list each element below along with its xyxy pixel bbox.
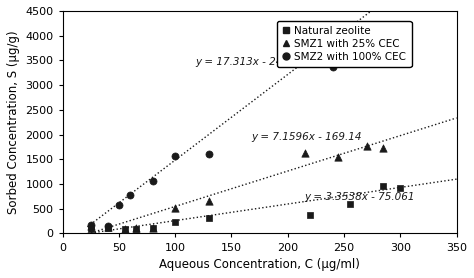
Point	[301, 151, 309, 156]
Point	[301, 33, 309, 38]
Point	[121, 226, 128, 231]
Point	[363, 144, 370, 149]
Point	[115, 203, 123, 207]
Point	[335, 155, 342, 160]
Point	[104, 223, 111, 228]
Point	[172, 206, 179, 210]
Text: y = 7.1596x - 169.14: y = 7.1596x - 169.14	[252, 131, 362, 142]
Point	[329, 64, 337, 69]
Point	[307, 213, 314, 217]
Point	[396, 186, 404, 191]
Point	[205, 152, 213, 157]
Point	[87, 223, 95, 228]
Point	[87, 223, 95, 227]
Point	[380, 146, 387, 150]
Point	[104, 224, 111, 229]
Point	[172, 154, 179, 158]
Point	[205, 216, 213, 220]
Point	[132, 226, 140, 231]
Point	[87, 226, 95, 231]
Legend: Natural zeolite, SMZ1 with 25% CEC, SMZ2 with 100% CEC: Natural zeolite, SMZ1 with 25% CEC, SMZ2…	[277, 21, 411, 67]
Point	[205, 198, 213, 203]
Point	[149, 179, 156, 183]
Point	[104, 226, 111, 230]
Text: y = 17.313x - 246.74: y = 17.313x - 246.74	[195, 57, 306, 67]
Point	[149, 225, 156, 230]
Point	[380, 184, 387, 188]
Point	[127, 193, 134, 198]
Y-axis label: Sorbed Concentration, S (μg/g): Sorbed Concentration, S (μg/g)	[7, 30, 20, 214]
Point	[346, 202, 354, 207]
Text: y = 3.3538x - 75.061: y = 3.3538x - 75.061	[305, 192, 415, 202]
Point	[132, 226, 140, 230]
X-axis label: Aqueous Concentration, C (μg/ml): Aqueous Concentration, C (μg/ml)	[159, 258, 360, 271]
Point	[121, 227, 128, 231]
Point	[172, 220, 179, 224]
Point	[149, 226, 156, 230]
